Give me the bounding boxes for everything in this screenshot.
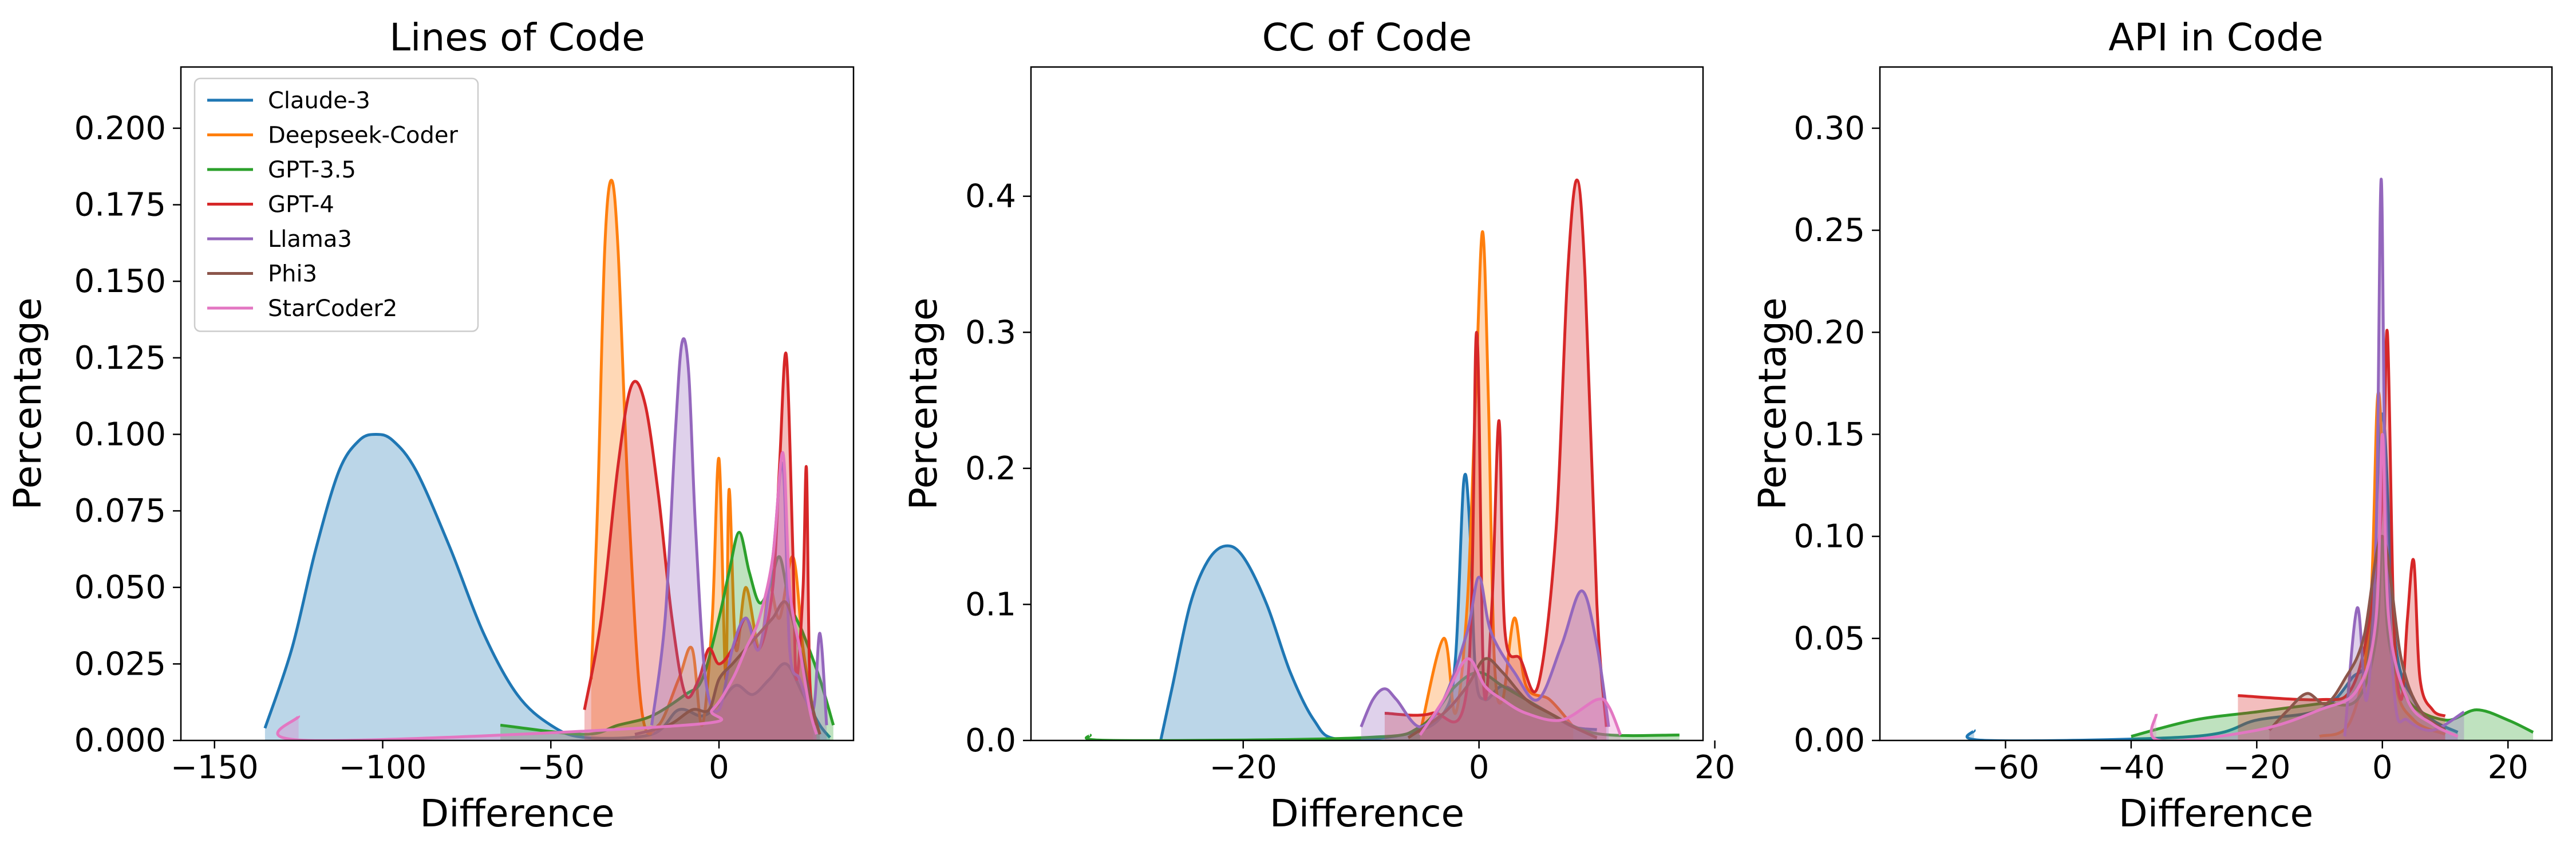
x-tick-label: −150: [171, 749, 259, 786]
axes-frame: [180, 66, 855, 742]
legend-label-llama3: Llama3: [268, 226, 352, 253]
line-gpt-4: [2238, 329, 2446, 718]
axes-frame: [1879, 66, 2553, 742]
panel-api-in-code: −60 −40 −20 0 20 0.00 0.05 0.10 0.15 0.20 0.25 0.30…: [1751, 15, 2553, 836]
y-axis-label: Percentage: [902, 297, 946, 510]
area-llama3: [651, 338, 827, 740]
plot-area: [1085, 178, 1680, 740]
area-gpt-4: [584, 353, 817, 740]
y-tick-label: 0.30: [1793, 110, 1865, 147]
legend-label-claude-3: Claude-3: [268, 88, 370, 114]
area-starcoder2: [278, 452, 817, 740]
x-axis-label: Difference: [420, 791, 614, 836]
line-llama3: [1360, 576, 1610, 728]
legend-label-phi3: Phi3: [268, 261, 317, 287]
line-llama3: [650, 337, 828, 726]
x-tick-label: −40: [2097, 749, 2165, 786]
y-tick-label: 0.150: [74, 263, 166, 300]
x-tick-label: 0: [709, 749, 729, 786]
chart-title: Lines of Code: [389, 15, 645, 60]
x-tick-label: −60: [1971, 749, 2039, 786]
area-deepseek-coder: [1420, 231, 1574, 740]
area-gpt-3-5: [500, 532, 833, 740]
area-deepseek-coder: [591, 180, 813, 740]
y-tick-label: 0.00: [1793, 722, 1865, 759]
x-tick-label: 20: [1694, 749, 1735, 786]
y-tick-label: 0.15: [1793, 416, 1865, 453]
y-tick-label: 0.3: [965, 314, 1016, 351]
y-tick-label: 0.175: [74, 187, 166, 224]
x-tick-label: 20: [2488, 749, 2528, 786]
plot-area: [1965, 178, 2534, 740]
panel-cc-of-code: −20 0 20 0.0 0.1 0.2 0.3 0.4 CC of Code Differenc…: [902, 15, 1735, 836]
y-tick-label: 0.075: [74, 492, 166, 530]
y-tick-label: 0.2: [965, 450, 1016, 487]
y-tick-label: 0.000: [74, 722, 166, 759]
x-tick-label: −20: [1210, 749, 1277, 786]
y-tick-label: 0.125: [74, 340, 166, 377]
y-axis-label: Percentage: [6, 297, 50, 510]
plot-area: [263, 179, 835, 740]
y-tick-label: 0.050: [74, 569, 166, 606]
area-gpt-3-5: [1086, 672, 1680, 740]
x-tick-label: −20: [2223, 749, 2290, 786]
line-starcoder2: [2150, 433, 2459, 740]
line-gpt-4: [1384, 178, 1608, 727]
line-phi3: [1407, 657, 1598, 739]
x-axis-label: Difference: [2119, 791, 2313, 836]
legend-label-gpt-4: GPT-4: [268, 192, 334, 218]
panel-lines-of-code: −150 −100 −50 0 0.000 0.025 0.050 0.075 0.100 0.1…: [6, 15, 855, 836]
line-deepseek-coder: [1419, 230, 1575, 734]
line-gpt-3-5: [2131, 535, 2534, 738]
x-tick-label: 0: [2372, 749, 2393, 786]
y-tick-label: 0.200: [74, 110, 166, 147]
x-axis-label: Difference: [1270, 791, 1464, 836]
line-starcoder2: [276, 451, 818, 740]
y-tick-label: 0.10: [1793, 518, 1865, 555]
chart-title: CC of Code: [1262, 15, 1472, 60]
y-tick-label: 0.20: [1793, 314, 1865, 351]
y-tick-label: 0.4: [965, 178, 1016, 215]
line-claude-3: [263, 433, 831, 740]
area-deepseek-coder: [2320, 392, 2445, 740]
x-tick-label: −50: [517, 749, 584, 786]
line-llama3: [2343, 178, 2465, 737]
y-axis-label: Percentage: [1751, 297, 1795, 510]
y-tick-label: 0.05: [1793, 620, 1865, 657]
line-starcoder2: [1419, 657, 1622, 736]
area-claude-3: [1967, 413, 2458, 740]
legend-box: [193, 77, 479, 332]
axes-frame: [1030, 66, 1704, 742]
area-claude-3: [1160, 474, 1597, 740]
area-phi3: [635, 601, 820, 740]
y-tick-label: 0.1: [965, 586, 1016, 623]
area-gpt-3-5: [2131, 536, 2534, 740]
y-tick-label: 0.25: [1793, 212, 1865, 249]
x-tick-label: 0: [1469, 749, 1490, 786]
y-tick-label: 0.025: [74, 645, 166, 683]
legend: Claude-3 Deepseek-Coder GPT-3.5 GPT-4 Llama3…: [193, 77, 479, 332]
line-phi3: [2268, 535, 2447, 732]
legend-label-starcoder2: StarCoder2: [268, 295, 397, 322]
area-gpt-4: [2238, 330, 2445, 740]
area-phi3: [2269, 536, 2445, 740]
y-tick-label: 0.100: [74, 416, 166, 453]
area-claude-3: [264, 434, 830, 740]
y-tick-label: 0.0: [965, 722, 1016, 759]
chart-title: API in Code: [2108, 15, 2324, 60]
area-starcoder2: [1420, 659, 1621, 740]
legend-label-deepseek-coder: Deepseek-Coder: [268, 123, 458, 149]
legend-label-gpt-3-5: GPT-3.5: [268, 157, 356, 183]
x-tick-label: −100: [339, 749, 427, 786]
